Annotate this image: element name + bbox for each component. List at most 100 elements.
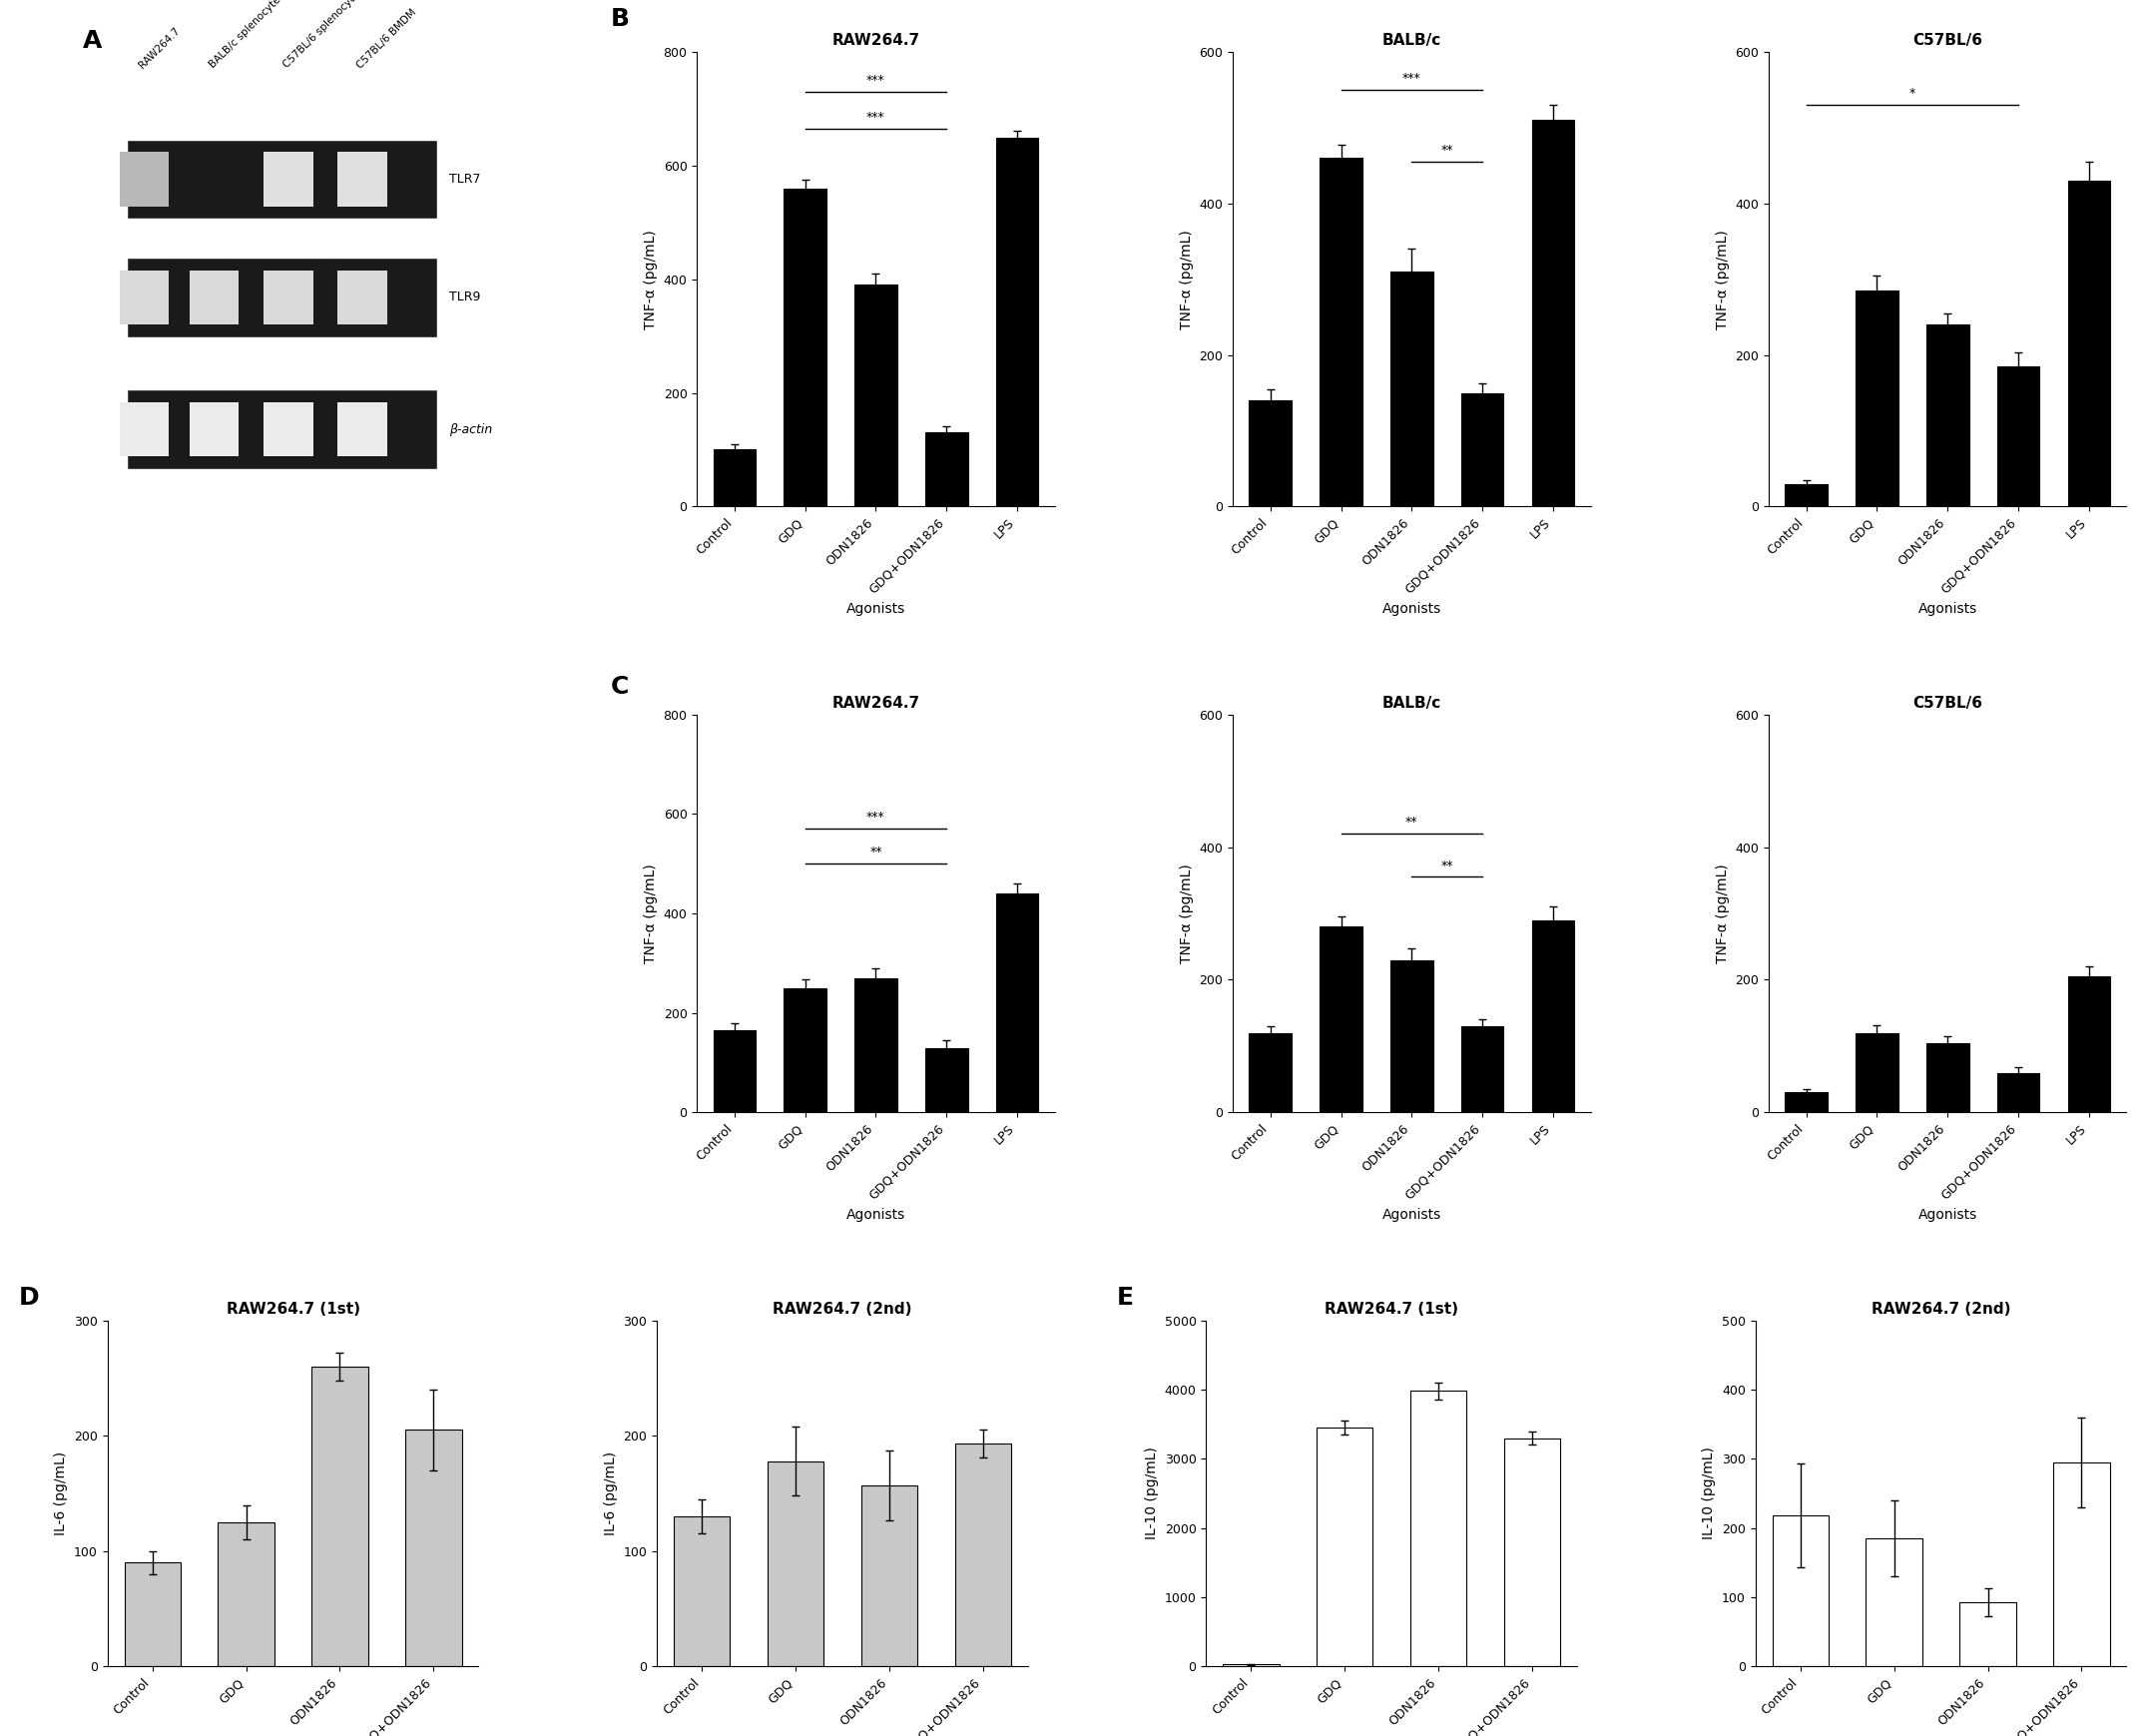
Bar <box>713 1031 756 1113</box>
Bar <box>1461 392 1504 507</box>
Bar <box>1504 1437 1559 1667</box>
Bar <box>120 403 170 457</box>
Bar <box>217 1522 275 1667</box>
Text: ***: *** <box>866 811 885 825</box>
Text: **: ** <box>870 845 883 859</box>
Text: C: C <box>612 675 629 698</box>
Title: RAW264.7 (1st): RAW264.7 (1st) <box>226 1302 361 1316</box>
Bar <box>337 403 387 457</box>
Bar <box>125 1562 180 1667</box>
Bar <box>264 403 314 457</box>
Text: *: * <box>1910 87 1916 99</box>
Bar <box>1532 920 1574 1113</box>
Bar <box>1772 1516 1828 1667</box>
Text: B: B <box>612 7 629 31</box>
Bar <box>120 271 170 325</box>
Y-axis label: TNF-α (pg/mL): TNF-α (pg/mL) <box>1716 229 1729 330</box>
Bar <box>264 153 314 207</box>
Text: **: ** <box>1441 859 1454 871</box>
Text: ***: *** <box>866 111 885 123</box>
Bar <box>784 189 827 507</box>
Title: RAW264.7 (2nd): RAW264.7 (2nd) <box>773 1302 913 1316</box>
Bar <box>1250 1033 1291 1113</box>
Text: TLR9: TLR9 <box>449 292 481 304</box>
Bar <box>1317 1427 1373 1667</box>
X-axis label: Agonists: Agonists <box>1381 602 1441 616</box>
Bar <box>1390 960 1433 1113</box>
Bar <box>311 1366 367 1667</box>
Text: **: ** <box>1405 816 1418 830</box>
Bar <box>1532 120 1574 507</box>
Bar <box>337 153 387 207</box>
Bar <box>1959 1602 2017 1667</box>
X-axis label: Agonists: Agonists <box>1918 1208 1976 1222</box>
Bar <box>926 1049 969 1113</box>
Title: RAW264.7: RAW264.7 <box>831 696 919 710</box>
Text: D: D <box>19 1286 39 1309</box>
Bar <box>1461 1026 1504 1113</box>
Bar <box>855 977 898 1113</box>
Bar <box>337 271 387 325</box>
Bar <box>1319 927 1362 1113</box>
X-axis label: Agonists: Agonists <box>1381 1208 1441 1222</box>
Text: C57BL/6 splenocyte: C57BL/6 splenocyte <box>281 0 361 69</box>
X-axis label: Agonists: Agonists <box>1918 602 1976 616</box>
Bar <box>784 988 827 1113</box>
Text: RAW264.7: RAW264.7 <box>137 26 183 69</box>
Text: **: ** <box>1441 144 1454 156</box>
X-axis label: Agonists: Agonists <box>846 1208 906 1222</box>
Bar <box>997 894 1037 1113</box>
Bar <box>1927 325 1970 507</box>
Bar <box>120 153 170 207</box>
Bar <box>2069 976 2109 1113</box>
Bar <box>954 1444 1012 1667</box>
Y-axis label: TNF-α (pg/mL): TNF-α (pg/mL) <box>644 229 657 330</box>
Bar <box>129 141 436 219</box>
Bar <box>855 285 898 507</box>
Text: E: E <box>1117 1286 1134 1309</box>
Bar <box>1856 1033 1899 1113</box>
Title: BALB/c: BALB/c <box>1381 33 1441 49</box>
Bar <box>1867 1538 1922 1667</box>
Bar <box>1785 484 1828 507</box>
Bar <box>997 137 1037 507</box>
Y-axis label: TNF-α (pg/mL): TNF-α (pg/mL) <box>1716 863 1729 963</box>
Bar <box>1390 273 1433 507</box>
Bar <box>1856 290 1899 507</box>
Text: TLR7: TLR7 <box>449 174 481 186</box>
Bar <box>1319 158 1362 507</box>
Title: BALB/c: BALB/c <box>1381 696 1441 710</box>
Bar <box>1250 401 1291 507</box>
Y-axis label: TNF-α (pg/mL): TNF-α (pg/mL) <box>1179 229 1194 330</box>
Bar <box>1222 1665 1280 1667</box>
Bar <box>926 432 969 507</box>
X-axis label: Agonists: Agonists <box>846 602 906 616</box>
Bar <box>264 271 314 325</box>
Text: β-actin: β-actin <box>449 424 492 436</box>
Bar <box>713 450 756 507</box>
Bar <box>2069 181 2109 507</box>
Title: RAW264.7 (1st): RAW264.7 (1st) <box>1325 1302 1458 1316</box>
Bar <box>1998 1073 2041 1113</box>
Title: RAW264.7 (2nd): RAW264.7 (2nd) <box>1871 1302 2011 1316</box>
Bar <box>2053 1462 2109 1667</box>
Bar <box>861 1486 917 1667</box>
Bar <box>189 403 238 457</box>
Title: C57BL/6: C57BL/6 <box>1912 33 1983 49</box>
Bar <box>1785 1092 1828 1113</box>
Y-axis label: IL-10 (pg/mL): IL-10 (pg/mL) <box>1701 1448 1716 1540</box>
Bar <box>406 1430 462 1667</box>
Bar <box>674 1517 730 1667</box>
Text: A: A <box>84 30 103 54</box>
Bar <box>129 391 436 469</box>
Text: ***: *** <box>1403 71 1422 85</box>
Bar <box>1927 1043 1970 1113</box>
Y-axis label: TNF-α (pg/mL): TNF-α (pg/mL) <box>1179 863 1194 963</box>
Y-axis label: IL-10 (pg/mL): IL-10 (pg/mL) <box>1145 1448 1160 1540</box>
Y-axis label: IL-6 (pg/mL): IL-6 (pg/mL) <box>604 1451 619 1535</box>
Title: RAW264.7: RAW264.7 <box>831 33 919 49</box>
Text: BALB/c splenocyte: BALB/c splenocyte <box>208 0 284 69</box>
Y-axis label: TNF-α (pg/mL): TNF-α (pg/mL) <box>644 863 657 963</box>
Bar <box>129 259 436 337</box>
Bar <box>767 1462 823 1667</box>
